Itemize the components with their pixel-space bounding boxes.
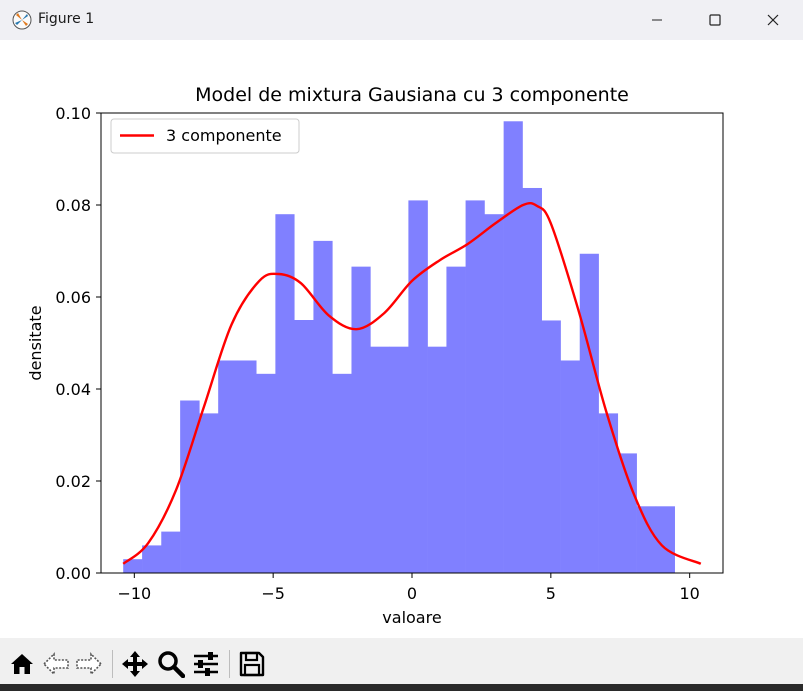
- y-axis-ticks: 0.00 0.02 0.04 0.06 0.08 0.10: [55, 104, 101, 583]
- histogram-bar: [256, 373, 276, 573]
- histogram-bar: [161, 531, 181, 573]
- histogram-bar: [351, 266, 371, 573]
- histogram-bar: [275, 214, 295, 573]
- chart-title: Model de mixtura Gausiana cu 3 component…: [195, 84, 629, 106]
- forward-button[interactable]: [73, 648, 105, 680]
- histogram-bar: [294, 320, 314, 573]
- y-tick-label: 0.08: [55, 196, 91, 215]
- home-icon: [11, 654, 33, 674]
- minimize-button[interactable]: [628, 0, 686, 40]
- histogram-bar: [123, 559, 143, 573]
- x-tick-label: −10: [117, 584, 151, 603]
- chart: Model de mixtura Gausiana cu 3 component…: [26, 84, 724, 627]
- histogram-bar: [180, 400, 200, 573]
- density-curve: [122, 202, 702, 565]
- histogram-bar: [237, 360, 257, 573]
- x-tick-label: −5: [261, 584, 285, 603]
- histogram-bar: [370, 346, 390, 573]
- histogram-bar: [465, 200, 485, 573]
- y-tick-label: 0.02: [55, 472, 91, 491]
- background-terminal-strip: [0, 684, 803, 691]
- maximize-button[interactable]: [686, 0, 744, 40]
- minimize-icon: [652, 19, 662, 21]
- histogram-bar: [199, 413, 219, 573]
- save-icon: [239, 651, 265, 677]
- x-axis-label: valoare: [382, 608, 441, 627]
- y-tick-label: 0.06: [55, 288, 91, 307]
- window-title: Figure 1: [38, 11, 95, 27]
- figure-canvas: Model de mixtura Gausiana cu 3 component…: [0, 40, 803, 638]
- y-tick-label: 0.10: [55, 104, 91, 123]
- histogram-bars: [123, 121, 675, 574]
- legend-box: [110, 118, 300, 154]
- histogram-bar: [389, 346, 409, 573]
- toolbar-separator: [112, 650, 113, 678]
- close-icon: [767, 14, 779, 26]
- legend: 3 componente: [110, 118, 300, 154]
- histogram-bar: [503, 121, 523, 573]
- zoom-button[interactable]: [155, 648, 187, 680]
- close-button[interactable]: [744, 0, 802, 40]
- home-button[interactable]: [6, 648, 38, 680]
- forward-icon: [76, 652, 103, 676]
- histogram-bar: [560, 360, 581, 573]
- histogram-bar: [484, 214, 504, 573]
- histogram-bar: [655, 506, 675, 573]
- zoom-icon: [158, 651, 185, 678]
- save-button[interactable]: [236, 648, 268, 680]
- x-tick-label: 10: [679, 584, 699, 603]
- histogram-bar: [541, 320, 561, 573]
- navigation-toolbar: [0, 638, 803, 691]
- legend-label: 3 componente: [166, 126, 282, 145]
- back-button[interactable]: [40, 648, 72, 680]
- configure-subplots-button[interactable]: [190, 648, 222, 680]
- histogram-bar: [427, 346, 447, 573]
- title-bar: Figure 1: [0, 0, 803, 40]
- toolbar-separator: [229, 650, 230, 678]
- matplotlib-app-icon: [12, 10, 32, 30]
- x-tick-label: 0: [407, 584, 417, 603]
- histogram-bar: [408, 200, 428, 573]
- histogram-bar: [636, 506, 657, 573]
- x-tick-label: 5: [546, 584, 556, 603]
- histogram-bar: [617, 453, 637, 573]
- histogram-bar: [218, 360, 238, 573]
- x-axis-ticks: −10 −5 0 5 10: [117, 573, 700, 603]
- pan-button[interactable]: [119, 648, 151, 680]
- maximize-icon: [709, 14, 721, 26]
- histogram-bar: [579, 253, 599, 573]
- configure-subplots-icon: [194, 652, 218, 676]
- back-icon: [42, 652, 69, 676]
- histogram-bar: [142, 545, 162, 573]
- histogram-bar: [522, 187, 542, 574]
- y-axis-label: densitate: [26, 305, 45, 380]
- histogram-bar: [598, 413, 619, 573]
- histogram-bar: [332, 373, 352, 573]
- histogram-bar: [313, 240, 333, 573]
- pan-icon: [122, 651, 148, 677]
- y-tick-label: 0.04: [55, 380, 91, 399]
- histogram-bar: [446, 266, 466, 573]
- y-tick-label: 0.00: [55, 564, 91, 583]
